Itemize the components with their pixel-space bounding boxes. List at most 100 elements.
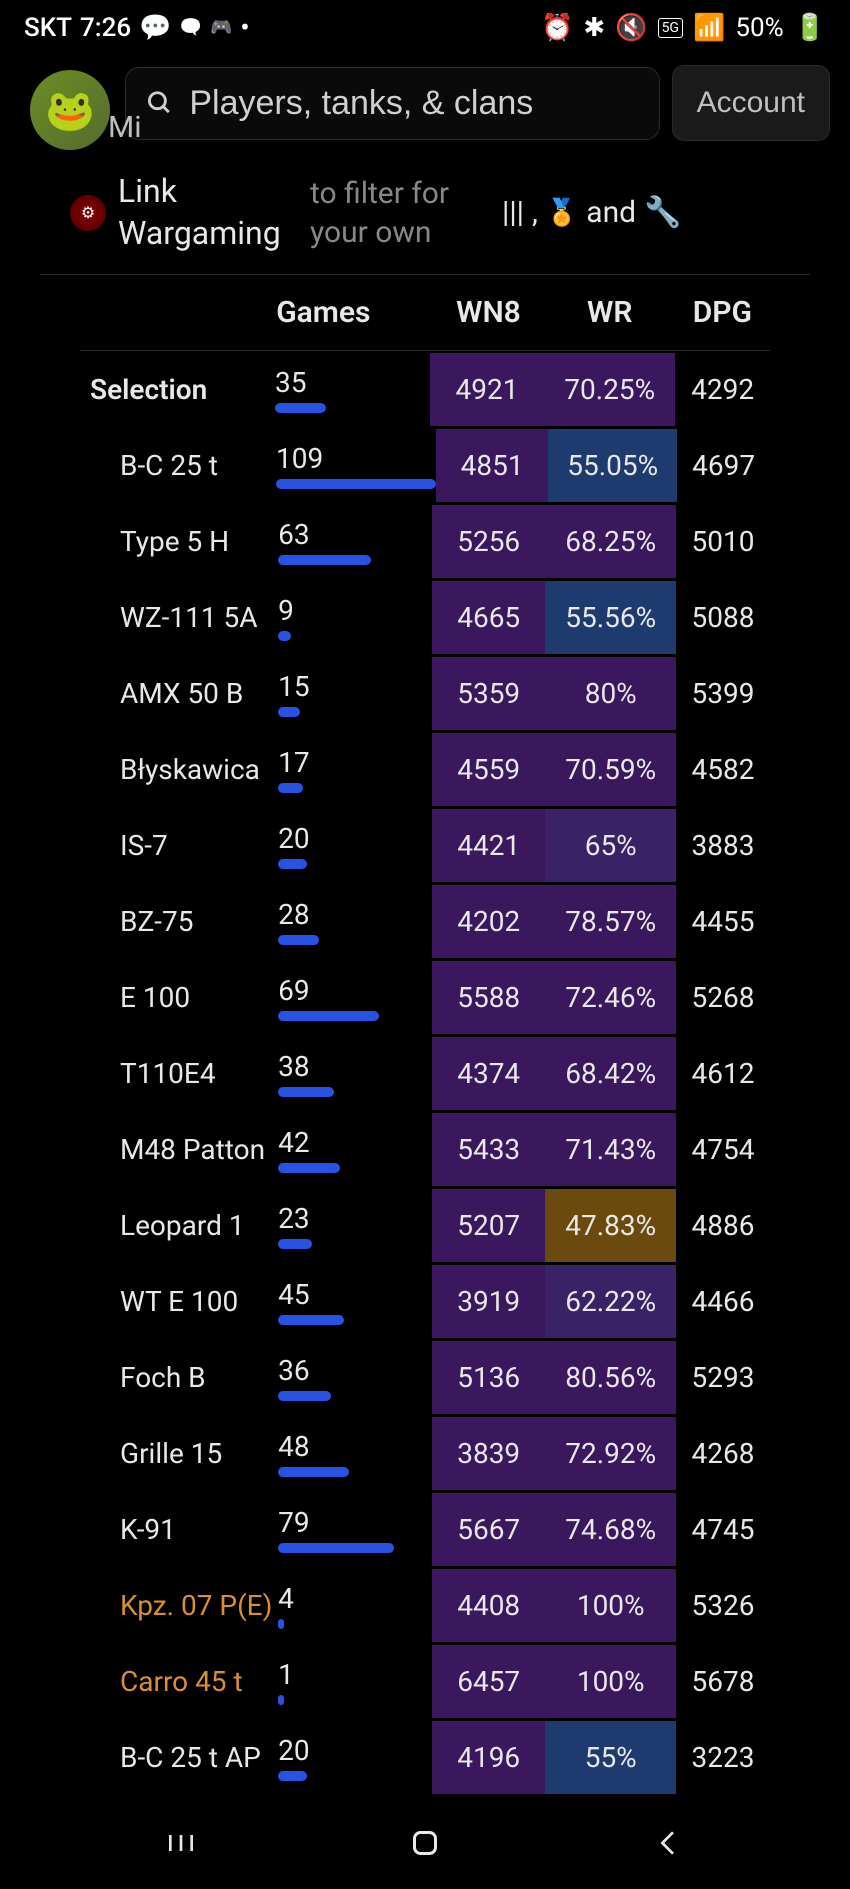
wr-cell: 55% bbox=[545, 1721, 676, 1794]
dpg-cell: 4886 bbox=[676, 1209, 770, 1242]
table-row[interactable]: BZ-7528420278.57%4455 bbox=[80, 883, 770, 959]
dpg-cell: 5010 bbox=[676, 525, 770, 558]
dpg-cell: 3883 bbox=[676, 829, 770, 862]
wr-cell: 68.42% bbox=[545, 1037, 676, 1110]
games-value: 109 bbox=[276, 442, 436, 475]
games-value: 35 bbox=[275, 366, 430, 399]
inline-icons: ||| , 🏅 and 🔧 bbox=[502, 195, 681, 230]
wr-cell: 100% bbox=[545, 1569, 676, 1642]
signal-icon: 📶 bbox=[693, 13, 725, 43]
wn8-cell: 4921 bbox=[430, 353, 544, 426]
games-bar bbox=[278, 1087, 334, 1097]
tank-name-cell: Selection bbox=[80, 373, 275, 406]
nav-home-button[interactable] bbox=[407, 1825, 443, 1869]
games-cell: 79 bbox=[278, 1506, 432, 1553]
account-button[interactable]: Account bbox=[672, 65, 830, 141]
table-row[interactable]: Błyskawica17455970.59%4582 bbox=[80, 731, 770, 807]
games-value: 48 bbox=[278, 1430, 432, 1463]
wr-cell: 70.25% bbox=[544, 353, 675, 426]
games-bar bbox=[278, 1163, 340, 1173]
table-row[interactable]: M48 Patton42543371.43%4754 bbox=[80, 1111, 770, 1187]
search-icon bbox=[146, 88, 173, 118]
tank-name-cell: Kpz. 07 P(E) bbox=[80, 1589, 278, 1622]
table-row[interactable]: Carro 45 t16457100%5678 bbox=[80, 1643, 770, 1719]
games-bar bbox=[278, 555, 370, 565]
search-input[interactable] bbox=[189, 84, 638, 123]
search-box[interactable] bbox=[125, 67, 660, 140]
games-value: 20 bbox=[278, 1734, 432, 1767]
dpg-cell: 4745 bbox=[676, 1513, 770, 1546]
games-value: 69 bbox=[278, 974, 432, 1007]
link-wargaming-row[interactable]: ⚙ Link Wargaming to filter for your own … bbox=[0, 141, 850, 274]
table-row[interactable]: Kpz. 07 P(E)44408100%5326 bbox=[80, 1567, 770, 1643]
network-5g-icon: 5G bbox=[658, 18, 683, 38]
table-row[interactable]: B-C 25 t AP20419655%3223 bbox=[80, 1719, 770, 1795]
table-row[interactable]: Foch B36513680.56%5293 bbox=[80, 1339, 770, 1415]
games-bar bbox=[278, 783, 303, 793]
wr-cell: 80% bbox=[545, 657, 676, 730]
wr-cell: 80.56% bbox=[545, 1341, 676, 1414]
wr-cell: 65% bbox=[545, 809, 676, 882]
table-row[interactable]: IS-720442165%3883 bbox=[80, 807, 770, 883]
wn8-cell: 4665 bbox=[432, 581, 545, 654]
table-row[interactable]: Selection35492170.25%4292 bbox=[80, 351, 770, 427]
table-row[interactable]: WZ-111 5A9466555.56%5088 bbox=[80, 579, 770, 655]
table-row[interactable]: Leopard 123520747.83%4886 bbox=[80, 1187, 770, 1263]
games-cell: 42 bbox=[278, 1126, 432, 1173]
table-row[interactable]: E 10069558872.46%5268 bbox=[80, 959, 770, 1035]
games-value: 4 bbox=[278, 1582, 432, 1615]
games-value: 1 bbox=[278, 1658, 432, 1691]
col-dpg-header[interactable]: DPG bbox=[675, 295, 770, 330]
nav-recents-button[interactable] bbox=[165, 1827, 197, 1867]
ammo-icon: 🔧 bbox=[644, 195, 681, 230]
games-cell: 36 bbox=[278, 1354, 432, 1401]
games-cell: 45 bbox=[278, 1278, 432, 1325]
games-value: 28 bbox=[278, 898, 432, 931]
nav-back-button[interactable] bbox=[653, 1827, 685, 1867]
dpg-cell: 4582 bbox=[676, 753, 770, 786]
tank-name-cell: WT E 100 bbox=[80, 1285, 278, 1318]
dpg-cell: 4455 bbox=[676, 905, 770, 938]
games-cell: 1 bbox=[278, 1658, 432, 1705]
alarm-icon: ⏰ bbox=[541, 13, 573, 43]
games-cell: 38 bbox=[278, 1050, 432, 1097]
and-label: and bbox=[586, 195, 636, 230]
games-bar bbox=[278, 707, 300, 717]
link-wargaming-label: Link Wargaming bbox=[118, 171, 298, 254]
games-cell: 63 bbox=[278, 518, 432, 565]
avatar[interactable] bbox=[30, 70, 110, 150]
games-value: 36 bbox=[278, 1354, 432, 1387]
table-area: Games WN8 WR DPG Selection35492170.25%42… bbox=[40, 274, 810, 1795]
games-value: 42 bbox=[278, 1126, 432, 1159]
table-row[interactable]: AMX 50 B15535980%5399 bbox=[80, 655, 770, 731]
games-value: 79 bbox=[278, 1506, 432, 1539]
table-row[interactable]: Type 5 H63525668.25%5010 bbox=[80, 503, 770, 579]
table-row[interactable]: Grille 1548383972.92%4268 bbox=[80, 1415, 770, 1491]
wn8-cell: 5588 bbox=[432, 961, 545, 1034]
tank-name-cell: Carro 45 t bbox=[80, 1665, 278, 1698]
dpg-cell: 5326 bbox=[676, 1589, 770, 1622]
table-header: Games WN8 WR DPG bbox=[80, 275, 770, 350]
tank-name-cell: Błyskawica bbox=[80, 753, 278, 786]
dpg-cell: 4466 bbox=[676, 1285, 770, 1318]
col-wn8-header[interactable]: WN8 bbox=[432, 295, 545, 330]
tank-name-cell: K-91 bbox=[80, 1513, 278, 1546]
table-row[interactable]: B-C 25 t109485155.05%4697 bbox=[80, 427, 770, 503]
battery-icon: 🔋 bbox=[794, 13, 826, 43]
games-value: 9 bbox=[278, 594, 432, 627]
games-cell: 48 bbox=[278, 1430, 432, 1477]
col-wr-header[interactable]: WR bbox=[545, 295, 675, 330]
tank-name-cell: E 100 bbox=[80, 981, 278, 1014]
table-row[interactable]: WT E 10045391962.22%4466 bbox=[80, 1263, 770, 1339]
talk-icon: 🗨️ bbox=[180, 17, 202, 38]
dpg-cell: 5678 bbox=[676, 1665, 770, 1698]
tank-name-cell: Leopard 1 bbox=[80, 1209, 278, 1242]
tank-name-cell: B-C 25 t AP bbox=[80, 1741, 278, 1774]
wn8-cell: 5256 bbox=[432, 505, 545, 578]
table-row[interactable]: K-9179566774.68%4745 bbox=[80, 1491, 770, 1567]
table-row[interactable]: T110E438437468.42%4612 bbox=[80, 1035, 770, 1111]
games-bar bbox=[278, 1239, 312, 1249]
wn8-cell: 4202 bbox=[432, 885, 545, 958]
col-games-header[interactable]: Games bbox=[276, 295, 432, 330]
wr-cell: 62.22% bbox=[545, 1265, 676, 1338]
